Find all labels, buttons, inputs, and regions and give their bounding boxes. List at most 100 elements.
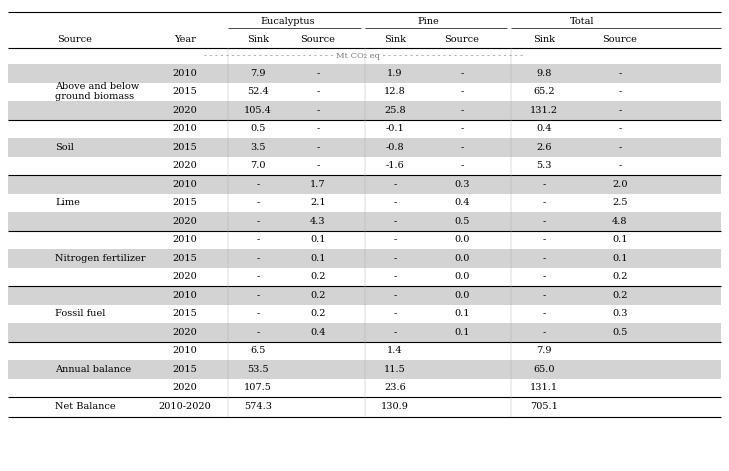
Text: 4.8: 4.8 <box>612 217 628 226</box>
Text: -0.8: -0.8 <box>386 143 405 152</box>
Text: 2010: 2010 <box>173 180 198 189</box>
Text: -1.6: -1.6 <box>386 161 405 170</box>
Text: 2015: 2015 <box>173 254 198 263</box>
Text: 1.4: 1.4 <box>387 346 403 355</box>
Text: -: - <box>461 161 464 170</box>
Text: -: - <box>618 161 622 170</box>
Text: -: - <box>316 143 319 152</box>
Text: -: - <box>316 69 319 78</box>
Text: 2010: 2010 <box>173 124 198 133</box>
Text: 0.0: 0.0 <box>454 235 469 244</box>
Text: -: - <box>257 235 260 244</box>
Text: 23.6: 23.6 <box>384 383 406 392</box>
Text: -: - <box>257 217 260 226</box>
Text: 5.3: 5.3 <box>537 161 552 170</box>
Text: Net Balance: Net Balance <box>55 402 116 411</box>
Text: -: - <box>316 161 319 170</box>
Bar <box>8 249 721 268</box>
Text: -: - <box>542 198 545 207</box>
Text: 2015: 2015 <box>173 309 198 318</box>
Text: 0.2: 0.2 <box>612 272 628 281</box>
Text: Sink: Sink <box>533 34 555 43</box>
Text: -: - <box>316 124 319 133</box>
Text: -: - <box>394 328 397 337</box>
Text: 574.3: 574.3 <box>244 402 272 411</box>
Text: -: - <box>542 235 545 244</box>
Bar <box>8 212 721 230</box>
Text: 53.5: 53.5 <box>247 365 269 374</box>
Text: -: - <box>542 309 545 318</box>
Text: 0.4: 0.4 <box>454 198 469 207</box>
Text: 2020: 2020 <box>173 106 198 115</box>
Text: -: - <box>618 124 622 133</box>
Text: -: - <box>257 309 260 318</box>
Bar <box>8 397 721 416</box>
Bar <box>8 379 721 397</box>
Text: 2015: 2015 <box>173 143 198 152</box>
Text: 2.1: 2.1 <box>310 198 326 207</box>
Bar <box>8 138 721 156</box>
Text: -: - <box>257 198 260 207</box>
Text: -: - <box>394 254 397 263</box>
Text: 2020: 2020 <box>173 328 198 337</box>
Bar <box>8 156 721 175</box>
Text: 9.8: 9.8 <box>537 69 552 78</box>
Text: 0.1: 0.1 <box>311 235 326 244</box>
Text: Source: Source <box>58 34 93 43</box>
Text: 3.5: 3.5 <box>250 143 266 152</box>
Text: 7.9: 7.9 <box>250 69 266 78</box>
Text: Pine: Pine <box>418 17 440 26</box>
Text: 2015: 2015 <box>173 198 198 207</box>
Bar <box>8 175 721 194</box>
Text: -: - <box>257 254 260 263</box>
Text: -0.1: -0.1 <box>386 124 405 133</box>
Text: Sink: Sink <box>384 34 406 43</box>
Text: 2010: 2010 <box>173 69 198 78</box>
Bar <box>8 230 721 249</box>
Text: -: - <box>542 217 545 226</box>
Text: Soil: Soil <box>55 143 74 152</box>
Text: 2015: 2015 <box>173 365 198 374</box>
Text: -: - <box>316 87 319 96</box>
Bar <box>8 360 721 379</box>
Bar <box>8 323 721 341</box>
Text: 0.1: 0.1 <box>311 254 326 263</box>
Text: 0.3: 0.3 <box>454 180 469 189</box>
Text: 0.4: 0.4 <box>311 328 326 337</box>
Bar <box>8 120 721 138</box>
Text: -: - <box>461 124 464 133</box>
Text: -: - <box>257 272 260 281</box>
Text: -: - <box>618 106 622 115</box>
Text: 131.2: 131.2 <box>530 106 558 115</box>
Text: 2.5: 2.5 <box>612 198 628 207</box>
Text: -: - <box>542 180 545 189</box>
Text: 130.9: 130.9 <box>381 402 409 411</box>
Text: 52.4: 52.4 <box>247 87 269 96</box>
Bar <box>8 304 721 323</box>
Text: 0.3: 0.3 <box>612 309 628 318</box>
Text: Sink: Sink <box>247 34 269 43</box>
Text: 25.8: 25.8 <box>384 106 406 115</box>
Text: Source: Source <box>603 34 637 43</box>
Text: -: - <box>461 106 464 115</box>
Bar <box>8 286 721 304</box>
Text: 2010-2020: 2010-2020 <box>159 402 211 411</box>
Text: 0.1: 0.1 <box>612 235 628 244</box>
Text: -: - <box>394 309 397 318</box>
Text: 11.5: 11.5 <box>384 365 406 374</box>
Text: -: - <box>542 291 545 300</box>
Text: 0.5: 0.5 <box>250 124 265 133</box>
Text: Fossil fuel: Fossil fuel <box>55 309 106 318</box>
Text: 2020: 2020 <box>173 383 198 392</box>
Text: 2020: 2020 <box>173 272 198 281</box>
Text: Total: Total <box>570 17 594 26</box>
Text: -: - <box>394 198 397 207</box>
Text: 65.0: 65.0 <box>533 365 555 374</box>
Text: 0.2: 0.2 <box>311 272 326 281</box>
Text: -: - <box>461 69 464 78</box>
Text: 2010: 2010 <box>173 235 198 244</box>
Text: -: - <box>618 87 622 96</box>
Text: -: - <box>394 217 397 226</box>
Text: -: - <box>394 180 397 189</box>
Text: -: - <box>257 291 260 300</box>
